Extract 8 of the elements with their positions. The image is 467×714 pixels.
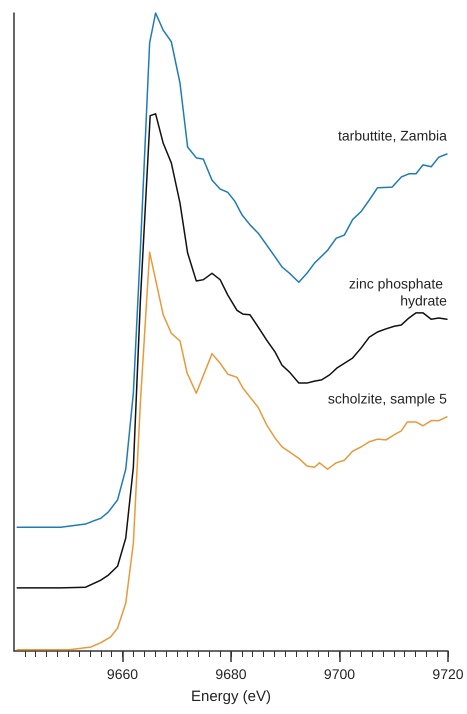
series-label: tarbuttite, Zambia [338,128,448,144]
series-label: zinc phosphate hydrate [348,276,448,309]
series-label: scholzite, sample 5 [328,390,448,406]
x-tick-label: 9660 [106,666,138,682]
x-tick-label: 9700 [324,666,356,682]
x-tick-label: 9720 [432,666,464,682]
x-axis-title: Energy (eV) [190,688,272,705]
x-tick-label: 9680 [215,666,247,682]
